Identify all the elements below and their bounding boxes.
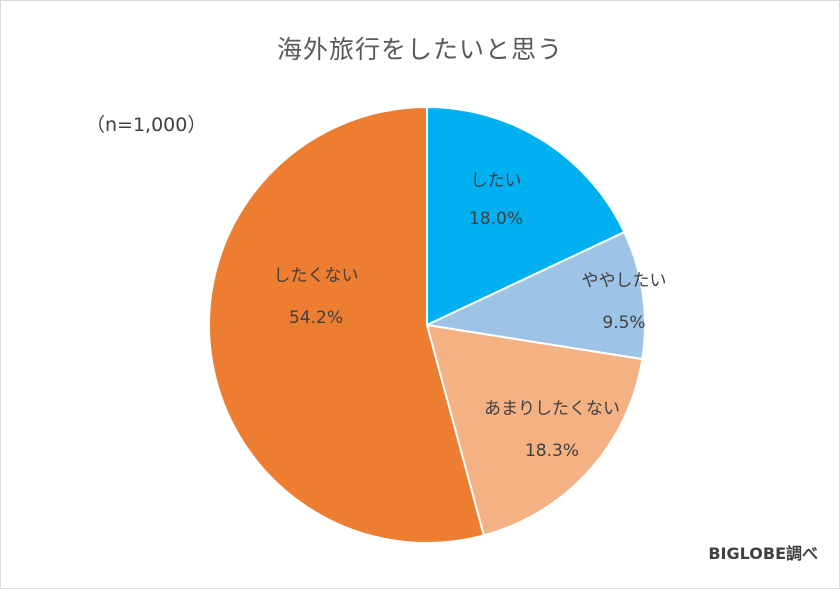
slice-value-3: 54.2% — [289, 308, 343, 328]
pie-slice-0 — [426, 105, 626, 327]
slice-value-1: 9.5% — [602, 313, 645, 333]
pie-slice-1 — [423, 230, 646, 361]
slice-label-3: したくない — [274, 266, 359, 286]
slice-label-1: ややしたい — [582, 271, 667, 291]
source-label: BIGLOBE調べ — [708, 544, 818, 563]
slice-label-2: あまりしたくない — [484, 399, 620, 419]
chart-title: 海外旅行をしたいと思う — [276, 35, 563, 64]
slice-label-0: したい — [471, 171, 522, 191]
slice-value-2: 18.3% — [525, 441, 579, 461]
sample-size-note: （n=1,000） — [86, 114, 207, 136]
pie-slice-3 — [208, 105, 486, 544]
pie-slice-2 — [425, 323, 644, 537]
slice-value-0: 18.0% — [469, 209, 523, 229]
